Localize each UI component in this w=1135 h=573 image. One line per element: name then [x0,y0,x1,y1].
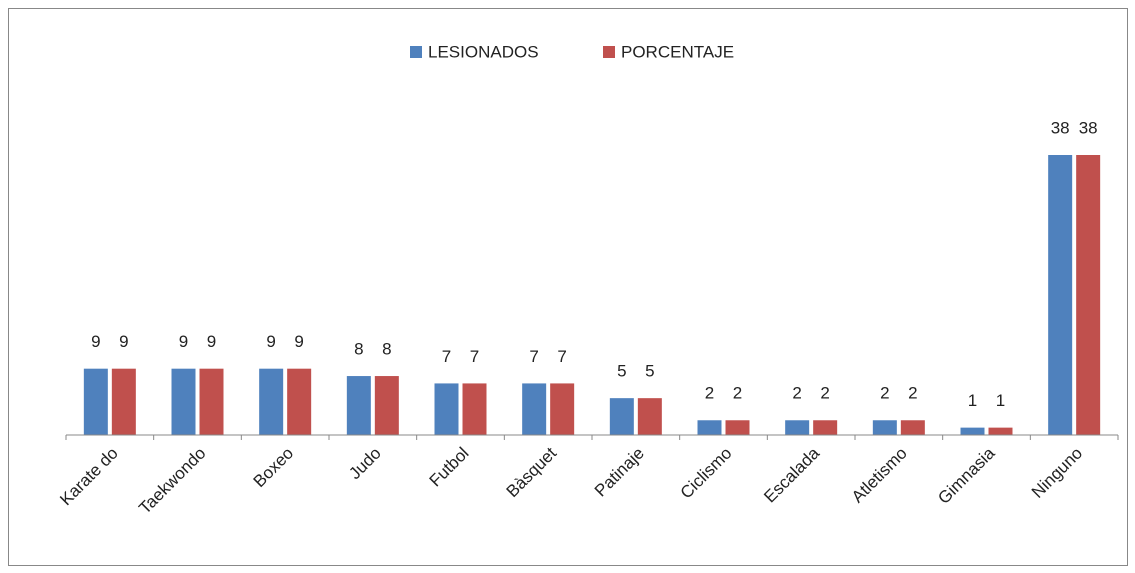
data-label: 9 [207,332,216,351]
data-label: 1 [968,391,977,410]
bar [960,427,985,435]
data-label: 2 [792,384,801,403]
legend-label: LESIONADOS [428,42,539,61]
data-label: 2 [705,384,714,403]
legend-swatch [603,46,615,58]
data-label: 9 [294,332,303,351]
bar [785,420,810,435]
bar [609,398,634,435]
data-label: 1 [996,391,1005,410]
chart-border [8,8,1128,566]
data-label: 5 [645,362,654,381]
data-label: 7 [442,347,451,366]
legend-swatch [410,46,422,58]
bar [171,368,196,435]
bar [872,420,897,435]
data-label: 2 [880,384,889,403]
bar [462,383,487,435]
legend-label: PORCENTAJE [621,42,734,61]
data-label: 7 [557,347,566,366]
bar [725,420,750,435]
data-label: 7 [529,347,538,366]
bar [111,368,136,435]
data-label: 9 [119,332,128,351]
bar [900,420,925,435]
data-label: 38 [1051,118,1070,137]
bar [1048,155,1073,435]
bar [374,376,399,435]
bar [1076,155,1101,435]
bar [813,420,838,435]
bar [346,376,371,435]
data-label: 2 [908,384,917,403]
data-label: 9 [91,332,100,351]
data-label: 8 [382,340,391,359]
bar [199,368,224,435]
bar [550,383,575,435]
bar [83,368,108,435]
data-label: 9 [266,332,275,351]
bar [637,398,662,435]
bar [287,368,312,435]
bar [259,368,284,435]
bar [434,383,459,435]
data-label: 38 [1079,118,1098,137]
data-label: 8 [354,340,363,359]
data-label: 5 [617,362,626,381]
data-label: 9 [179,332,188,351]
data-label: 7 [470,347,479,366]
bar [522,383,547,435]
data-label: 2 [820,384,829,403]
bar [697,420,722,435]
data-label: 2 [733,384,742,403]
bar [988,427,1013,435]
